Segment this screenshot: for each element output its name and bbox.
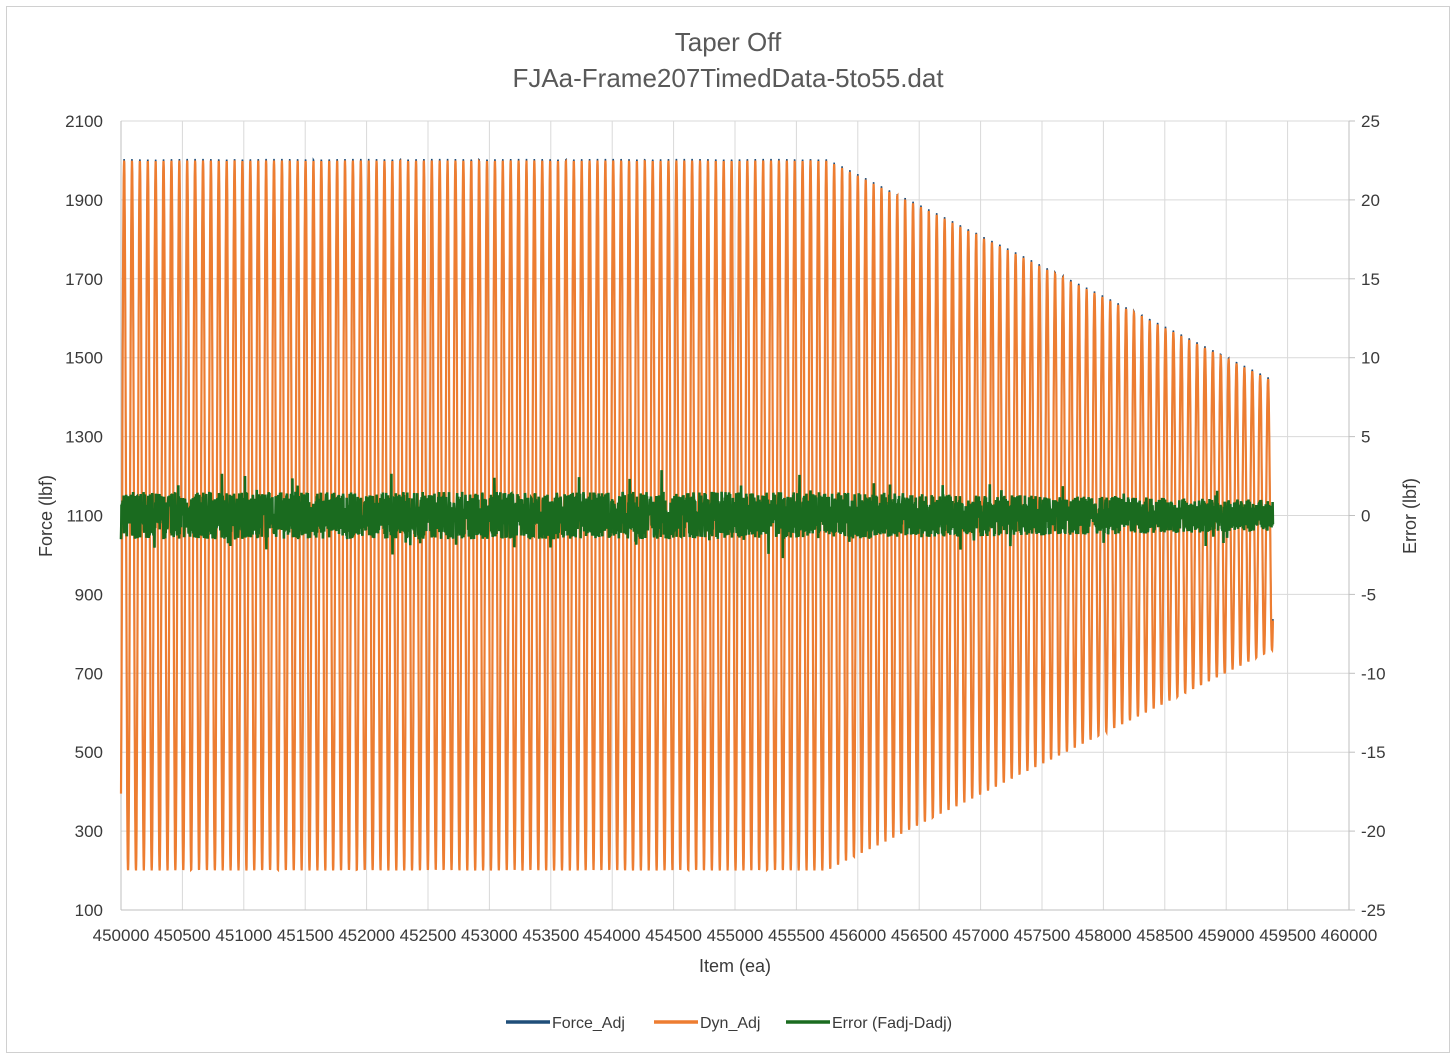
- y2-axis-ticks: 25 20 15 10 5 0 -5 -10 -15 -20 -25: [1349, 112, 1386, 920]
- y-tick-label: 100: [75, 901, 103, 920]
- x-tick-label: 450500: [154, 926, 211, 945]
- x-tick-label: 455500: [768, 926, 825, 945]
- x-tick-label: 459000: [1198, 926, 1255, 945]
- y-tick-label: 900: [75, 585, 103, 604]
- legend-label: Dyn_Adj: [700, 1015, 760, 1032]
- x-tick-label: 457500: [1014, 926, 1071, 945]
- x-tick-label: 456500: [891, 926, 948, 945]
- y2-tick-label: -20: [1361, 822, 1386, 841]
- legend-label: Force_Adj: [552, 1015, 625, 1032]
- x-tick-label: 454000: [584, 926, 641, 945]
- x-tick-label: 456000: [829, 926, 886, 945]
- y2-tick-label: 5: [1361, 428, 1370, 447]
- y2-tick-label: 25: [1361, 112, 1380, 131]
- x-tick-label: 451500: [277, 926, 334, 945]
- y2-tick-label: 15: [1361, 270, 1380, 289]
- y2-tick-label: -10: [1361, 664, 1386, 683]
- plot-area: [119, 157, 1275, 873]
- y-tick-label: 500: [75, 743, 103, 762]
- x-tick-label: 450000: [93, 926, 150, 945]
- y-tick-label: 1900: [65, 191, 103, 210]
- y2-axis-label: Error (lbf): [1400, 478, 1420, 554]
- y-tick-label: 1300: [65, 428, 103, 447]
- y-tick-label: 1100: [66, 507, 103, 526]
- y-tick-label: 1700: [65, 270, 103, 289]
- y2-tick-label: 20: [1361, 191, 1380, 210]
- x-tick-label: 452500: [400, 926, 457, 945]
- x-tick-label: 458500: [1136, 926, 1193, 945]
- y-tick-label: 1500: [65, 349, 103, 368]
- x-tick-label: 455000: [707, 926, 764, 945]
- y-axis-label: Force (lbf): [36, 475, 56, 557]
- x-tick-label: 452000: [338, 926, 395, 945]
- x-tick-label: 458000: [1075, 926, 1132, 945]
- legend-label: Error (Fadj-Dadj): [832, 1015, 952, 1032]
- x-tick-label: 453000: [461, 926, 518, 945]
- x-tick-label: 453500: [522, 926, 579, 945]
- y-tick-label: 300: [75, 822, 103, 841]
- y2-tick-label: -15: [1361, 743, 1386, 762]
- x-axis-ticks: 450000 450500 451000 451500 452000 452500 4530…: [93, 926, 1378, 945]
- y2-tick-label: -5: [1361, 585, 1376, 604]
- x-tick-label: 460000: [1321, 926, 1378, 945]
- y2-tick-label: 10: [1361, 349, 1380, 368]
- y-tick-label: 2100: [65, 112, 103, 131]
- y2-tick-label: 0: [1361, 507, 1370, 526]
- legend: Force_Adj Dyn_Adj Error (Fadj-Dadj): [506, 1015, 952, 1032]
- x-axis-label: Item (ea): [699, 956, 771, 976]
- x-tick-label: 451000: [215, 926, 272, 945]
- chart-subtitle: FJAa-Frame207TimedData-5to55.dat: [512, 63, 944, 93]
- x-tick-label: 454500: [645, 926, 702, 945]
- y-tick-label: 700: [75, 664, 103, 683]
- series-error-line: [119, 470, 1275, 559]
- x-tick-label: 457000: [952, 926, 1009, 945]
- y-axis-ticks: 2100 1900 1700 1500 1300 1100 900 700 500 300 100: [65, 112, 103, 920]
- y2-tick-label: -25: [1361, 901, 1386, 920]
- series-dyn-adj-line: [119, 158, 1274, 873]
- x-tick-label: 459500: [1259, 926, 1316, 945]
- chart-title: Taper Off: [675, 27, 782, 57]
